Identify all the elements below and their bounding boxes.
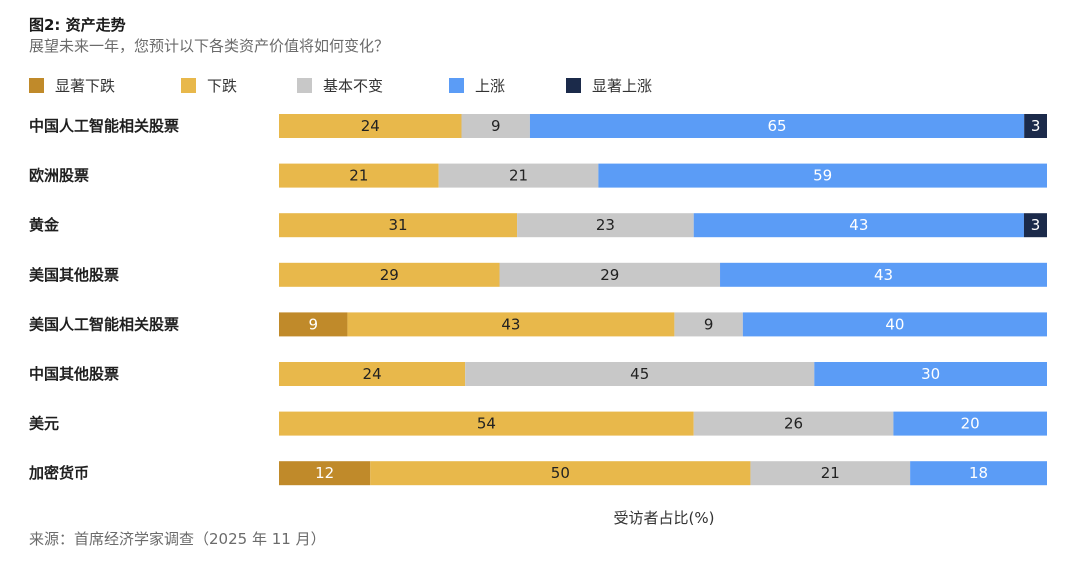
legend-label: 上涨 [475,77,506,95]
legend-swatch [297,78,312,93]
bar-segment [742,312,1047,337]
bar-segment [529,114,1025,138]
bar-segment [693,411,894,436]
chart-subtitle: 展望未来一年，您预计以下各类资产价值将如何变化？ [29,37,390,55]
bar-segment [279,312,348,337]
bar-segment [465,362,815,386]
data-label: 29 [600,266,619,284]
category-label: 美国人工智能相关股票 [29,315,179,333]
data-label: 21 [509,167,528,185]
bar-segment [461,114,530,138]
data-label: 3 [1031,216,1041,234]
bar-segment [517,213,694,238]
data-label: 12 [315,464,334,482]
legend-swatch [449,78,464,93]
data-label: 59 [813,167,832,185]
data-label: 31 [388,216,407,234]
category-label: 美国其他股票 [29,266,119,284]
bar-segment [910,461,1047,486]
bar-segment [279,411,694,436]
data-label: 54 [477,415,496,433]
bar-segment [347,312,675,337]
category-label: 美元 [29,415,59,433]
bar-segment [279,114,462,138]
data-label: 23 [596,216,615,234]
data-label: 21 [349,167,368,185]
legend-swatch [29,78,44,93]
data-label: 40 [885,315,904,333]
legend-label: 下跌 [207,77,238,95]
chart-title: 图2: 资产走势 [29,16,126,34]
source-note: 来源：首席经济学家调查（2025 年 11 月） [29,530,326,548]
data-label: 9 [704,315,714,333]
bar-segment [370,461,751,486]
legend-swatch [566,78,581,93]
bar-segment [438,163,599,188]
category-label: 黄金 [29,216,60,234]
bar-segment [279,461,371,486]
legend-label: 显著上涨 [592,77,653,95]
bar-segment [750,461,911,486]
data-label: 65 [768,117,787,135]
data-label: 29 [380,266,399,284]
legend-label: 基本不变 [323,77,384,95]
bar-segment [1024,114,1047,138]
bar-segment [1023,213,1047,238]
legend-label: 显著下跌 [55,77,116,95]
data-label: 26 [784,415,803,433]
bar-segment [279,163,439,188]
bar-segment [674,312,743,337]
data-label: 9 [308,315,318,333]
data-label: 24 [361,117,380,135]
data-label: 18 [969,464,988,482]
data-label: 24 [363,365,382,383]
data-label: 43 [501,315,520,333]
legend-swatch [181,78,196,93]
bar-segment [693,213,1024,238]
data-label: 45 [630,365,649,383]
category-label: 加密货币 [28,464,89,482]
bar-segment [279,262,500,287]
data-label: 43 [849,216,868,234]
bar-segment [893,411,1047,436]
category-label: 中国人工智能相关股票 [29,117,179,135]
data-label: 20 [961,415,980,433]
category-label: 中国其他股票 [29,365,119,383]
data-label: 21 [821,464,840,482]
x-axis-title: 受访者占比(%) [614,509,715,527]
bar-segment [499,262,721,287]
bar-segment [279,362,466,386]
data-label: 50 [551,464,570,482]
category-label: 欧洲股票 [29,167,89,185]
data-label: 30 [921,365,940,383]
data-label: 3 [1031,117,1041,135]
data-label: 9 [491,117,501,135]
bar-segment [814,362,1047,386]
data-label: 43 [874,266,893,284]
bar-segment [720,262,1047,287]
bar-segment [598,163,1047,188]
bar-segment [279,213,518,238]
